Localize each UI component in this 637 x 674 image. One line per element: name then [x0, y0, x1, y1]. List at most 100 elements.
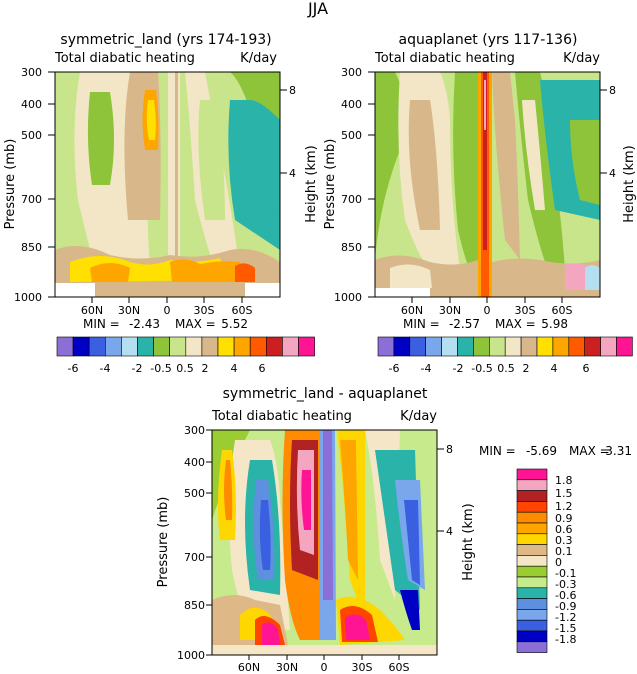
panel-units: K/day: [400, 409, 437, 424]
x-tick-label: 60S: [552, 304, 573, 317]
y2-axis-ticks: 8 4: [600, 84, 616, 180]
colorbar-swatch: [516, 565, 548, 578]
y2-tick-label: 4: [446, 525, 453, 538]
colorbar-label: -1.2: [555, 611, 576, 624]
y-tick-label: 700: [184, 551, 205, 564]
colorbar-label: 1.5: [555, 487, 573, 500]
x-tick-label: 0: [321, 661, 328, 674]
y2-axis-label: Height (km): [622, 145, 637, 222]
x-tick-label: 30S: [352, 661, 373, 674]
colorbar-swatch: [473, 336, 490, 357]
y2-tick-label: 8: [289, 84, 296, 97]
min-value: -2.57: [449, 317, 480, 331]
y-tick-label: 850: [21, 241, 42, 254]
min-value: -5.69: [526, 444, 557, 458]
colorbar-label: -0.5: [150, 362, 171, 375]
colorbar-swatch: [377, 336, 395, 357]
colorbar-swatch: [516, 490, 548, 502]
x-tick-label: 60S: [389, 661, 410, 674]
colorbar-swatch: [298, 336, 315, 357]
colorbar-swatch: [137, 336, 154, 357]
contour-field: [55, 72, 280, 297]
colorbar-label: 4: [231, 362, 238, 375]
colorbar-label: 1.2: [555, 500, 573, 513]
x-tick-label: 30S: [194, 304, 215, 317]
colorbar-swatch: [584, 336, 601, 357]
y2-tick-label: 4: [609, 167, 616, 180]
y-axis-label: Pressure (mb): [323, 139, 338, 230]
colorbar-swatch: [249, 336, 267, 357]
x-axis-ticks: 60N 30N 0 30S 60S: [401, 297, 573, 317]
colorbar-label: 0.9: [555, 512, 573, 525]
panel-title: aquaplanet (yrs 117-136): [399, 32, 578, 48]
colorbar-swatch: [393, 336, 411, 357]
y-tick-label: 400: [21, 98, 42, 111]
colorbar-swatch: [121, 336, 138, 357]
colorbar-label: 1.8: [555, 474, 573, 487]
colorbar-swatch: [169, 336, 187, 357]
y-tick-label: 850: [341, 241, 362, 254]
colorbar-swatch: [457, 336, 474, 357]
colorbar-swatch: [516, 522, 548, 535]
max-value: 3.31: [605, 444, 632, 458]
colorbar-swatch: [282, 336, 299, 357]
colorbar-swatch: [516, 598, 548, 610]
colorbar-swatch: [516, 468, 548, 481]
contour-field: [212, 430, 437, 655]
colorbar-swatch: [516, 479, 548, 491]
colorbar-label: -6: [68, 362, 79, 375]
x-tick-label: 0: [164, 304, 171, 317]
panel-subtitle: Total diabatic heating: [54, 51, 195, 66]
y2-tick-label: 4: [289, 167, 296, 180]
max-label: MAX =: [175, 317, 216, 331]
colorbar-label: -6: [389, 362, 400, 375]
panel-aquaplanet: aquaplanet (yrs 117-136) Total diabatic …: [323, 32, 637, 375]
colorbar-label: -4: [421, 362, 432, 375]
colorbar-label: 0.5: [176, 362, 194, 375]
stats-line: MIN = -5.69 MAX = 3.31: [479, 444, 632, 458]
y-tick-label: 500: [21, 129, 42, 142]
x-tick-label: 30N: [439, 304, 461, 317]
colorbar-swatch: [217, 336, 235, 357]
colorbar-swatch: [233, 336, 251, 357]
colorbar-label: -1.5: [555, 622, 576, 635]
colorbar-swatch: [516, 619, 548, 632]
colorbar-swatch: [552, 336, 570, 357]
colorbar-swatch: [516, 630, 548, 643]
panel-symmetric-land: symmetric_land (yrs 174-193) Total diaba…: [3, 32, 319, 375]
y2-axis-ticks: 8 4: [280, 84, 296, 180]
panel-title: symmetric_land (yrs 174-193): [60, 32, 271, 48]
colorbar-swatch: [72, 336, 90, 357]
y-axis-ticks: 300 400 500 700 850 1000: [177, 424, 212, 662]
y-tick-label: 500: [341, 129, 362, 142]
panel-difference: symmetric_land - aquaplanet Total diabat…: [156, 386, 632, 674]
min-label: MIN =: [403, 317, 440, 331]
x-axis-ticks: 60N 30N 0 30S 60S: [238, 655, 410, 674]
colorbar-swatch: [56, 336, 74, 357]
x-tick-label: 0: [484, 304, 491, 317]
colorbar-swatch: [153, 336, 171, 357]
colorbar-label: 0.1: [555, 545, 573, 558]
x-tick-label: 30S: [515, 304, 536, 317]
y-tick-label: 500: [184, 487, 205, 500]
y-tick-label: 400: [184, 456, 205, 469]
colorbar-swatch: [441, 336, 458, 357]
colorbar-swatch: [516, 609, 548, 621]
y2-axis-label: Height (km): [304, 145, 319, 222]
colorbar-label: 0: [555, 556, 562, 569]
colorbar-swatch: [520, 336, 538, 357]
y-tick-label: 1000: [14, 291, 42, 304]
y-tick-label: 1000: [334, 291, 362, 304]
y-axis-ticks: 300 400 500 700 850 1000: [334, 66, 375, 304]
panel-units: K/day: [240, 51, 277, 66]
figure-title: JJA: [307, 0, 328, 18]
stats-line: MIN = -2.43 MAX = 5.52: [83, 317, 248, 331]
colorbar-swatch: [409, 336, 426, 357]
colorbar-label: 4: [551, 362, 558, 375]
colorbar-label: -0.6: [555, 589, 576, 602]
colorbar-swatch: [516, 544, 548, 556]
colorbar-swatch: [516, 555, 548, 567]
y-tick-label: 400: [341, 98, 362, 111]
colorbar-swatch: [488, 336, 506, 357]
